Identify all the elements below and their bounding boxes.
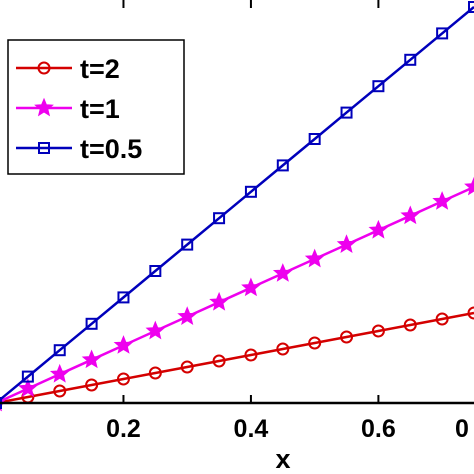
data-point bbox=[177, 306, 198, 325]
legend-entry: t=0.5 bbox=[16, 134, 142, 164]
data-point bbox=[400, 205, 421, 225]
data-point bbox=[436, 27, 449, 40]
data-point bbox=[276, 159, 289, 172]
legend-marker bbox=[34, 97, 54, 117]
series-t=2 bbox=[0, 306, 474, 409]
series-line bbox=[0, 185, 474, 403]
data-point bbox=[464, 176, 474, 196]
data-point bbox=[372, 80, 385, 93]
data-point bbox=[21, 370, 34, 383]
data-point bbox=[116, 372, 130, 386]
data-point bbox=[336, 234, 357, 253]
data-point bbox=[468, 1, 474, 13]
series-t=0.5 bbox=[0, 1, 474, 409]
data-point bbox=[272, 263, 293, 282]
data-point bbox=[149, 265, 162, 277]
data-point bbox=[276, 342, 290, 356]
x-tick-label: 0.2 bbox=[106, 415, 141, 443]
data-point bbox=[435, 312, 449, 326]
series-line bbox=[0, 6, 474, 402]
data-point bbox=[467, 306, 474, 320]
data-point bbox=[368, 219, 389, 239]
data-point bbox=[180, 360, 194, 374]
data-point bbox=[85, 317, 98, 330]
legend: t=2 t=1 t=0.5 bbox=[7, 39, 185, 175]
data-point bbox=[432, 191, 452, 210]
data-point bbox=[213, 212, 226, 225]
data-point bbox=[18, 378, 38, 397]
data-point bbox=[244, 185, 257, 198]
x-tick-label: 0 bbox=[455, 415, 469, 443]
data-point bbox=[113, 335, 134, 354]
plot-area bbox=[0, 1, 474, 412]
data-point bbox=[304, 248, 325, 268]
x-axis-title: x bbox=[275, 444, 290, 474]
data-point bbox=[403, 318, 417, 332]
series-line bbox=[0, 311, 474, 404]
data-point bbox=[117, 291, 130, 304]
legend-label: t=1 bbox=[80, 94, 120, 124]
x-ticks: 0.2 0.4 0.6 0 bbox=[106, 0, 469, 443]
data-point bbox=[404, 53, 417, 66]
legend-marker bbox=[38, 142, 50, 154]
data-point bbox=[148, 366, 162, 380]
data-point bbox=[53, 384, 67, 398]
data-point bbox=[308, 133, 321, 145]
data-point bbox=[308, 336, 322, 350]
legend-marker bbox=[37, 61, 51, 75]
legend-label: t=0.5 bbox=[80, 134, 142, 164]
data-point bbox=[49, 363, 70, 383]
legend-entry: t=2 bbox=[16, 54, 120, 84]
data-point bbox=[371, 324, 385, 338]
data-point bbox=[145, 320, 166, 340]
x-tick-label: 0.6 bbox=[361, 415, 396, 443]
x-tick-label: 0.4 bbox=[234, 415, 269, 443]
data-point bbox=[85, 378, 99, 392]
data-point bbox=[340, 330, 354, 344]
data-point bbox=[212, 354, 226, 368]
data-point bbox=[81, 349, 102, 369]
data-point bbox=[241, 277, 261, 297]
data-point bbox=[209, 291, 229, 311]
legend-entry: t=1 bbox=[16, 94, 120, 124]
series-t=1 bbox=[0, 176, 474, 412]
legend-label: t=2 bbox=[80, 54, 120, 84]
data-point bbox=[181, 238, 194, 251]
data-point bbox=[244, 348, 258, 362]
data-point bbox=[53, 344, 66, 357]
data-point bbox=[340, 106, 353, 119]
